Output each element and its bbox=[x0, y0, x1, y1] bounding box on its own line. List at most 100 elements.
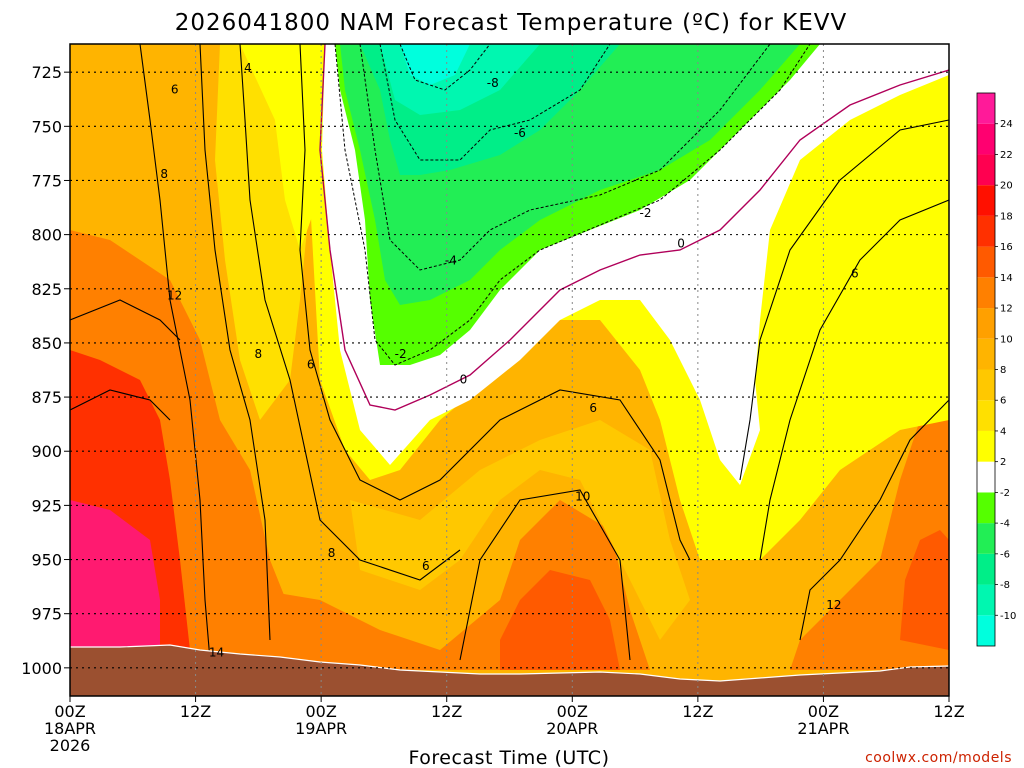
colorbar-segment bbox=[977, 430, 995, 462]
colorbar-label: 12 bbox=[1000, 304, 1013, 315]
sub-freezing-contours bbox=[334, 44, 811, 366]
x-axis-label: Forecast Time (UTC) bbox=[409, 747, 610, 768]
temperature-field bbox=[70, 44, 949, 696]
contour-line bbox=[299, 44, 691, 561]
x-tick-label: 00Z bbox=[54, 702, 85, 721]
contour-label: 6 bbox=[851, 267, 859, 281]
x-tick-label: 12Z bbox=[933, 702, 964, 721]
dashed-contour bbox=[359, 44, 771, 271]
contour-label: -8 bbox=[487, 76, 499, 90]
x-tick-label: 18APR bbox=[44, 719, 96, 738]
contour-line bbox=[759, 199, 949, 561]
colorbar-label: 20 bbox=[1000, 181, 1013, 192]
x-tick-label: 19APR bbox=[295, 719, 347, 738]
y-tick-label: 1000 bbox=[21, 659, 62, 678]
colorbar-label: -2 bbox=[1000, 488, 1010, 499]
contour-line bbox=[70, 299, 181, 341]
credit-text: coolwx.com/models bbox=[865, 750, 1012, 766]
colorbar-segment bbox=[977, 492, 995, 524]
y-tick-label: 875 bbox=[31, 388, 62, 407]
contour-line bbox=[199, 44, 271, 641]
contour-label: 8 bbox=[328, 546, 336, 560]
field-hot-bottom bbox=[500, 570, 620, 670]
colorbar-label: 10 bbox=[1000, 334, 1013, 345]
y-tick-label: 725 bbox=[31, 63, 62, 82]
colorbar-label: 8 bbox=[1000, 365, 1006, 376]
contour-lines bbox=[70, 44, 949, 661]
ground-terrain bbox=[70, 645, 949, 696]
contour-line bbox=[459, 489, 631, 661]
contour-label: 12 bbox=[167, 288, 182, 302]
contour-label: 6 bbox=[171, 82, 179, 96]
colorbar-label: 14 bbox=[1000, 273, 1013, 284]
contour-label: 4 bbox=[244, 61, 252, 75]
contour-line bbox=[139, 44, 211, 661]
colorbar-label: 16 bbox=[1000, 242, 1013, 253]
contour-label: -2 bbox=[395, 347, 407, 361]
colorbar-segment bbox=[977, 123, 995, 155]
contour-label: 14 bbox=[209, 646, 224, 660]
x-tick-label: 20APR bbox=[546, 719, 598, 738]
y-tick-label: 975 bbox=[31, 605, 62, 624]
colorbar-label: 6 bbox=[1000, 396, 1006, 407]
contour-label: -6 bbox=[514, 126, 526, 140]
colorbar-label: 22 bbox=[1000, 150, 1013, 161]
colorbar-segment bbox=[977, 308, 995, 339]
grid-lines bbox=[70, 44, 949, 696]
contour-label: 0 bbox=[677, 236, 685, 250]
y-tick-label: 800 bbox=[31, 226, 62, 245]
y-tick-label: 850 bbox=[31, 334, 62, 353]
colorbar-segment bbox=[977, 93, 995, 124]
y-axis: 725 750 775 800 825 850 875 900 925 950 975 1000 bbox=[21, 63, 70, 678]
colorbar-segment bbox=[977, 584, 995, 616]
colorbar-label: 2 bbox=[1000, 457, 1006, 468]
colorbar-label: 4 bbox=[1000, 426, 1006, 437]
contour-label: 0 bbox=[460, 373, 468, 387]
chart-title: 2026041800 NAM Forecast Temperature (ºC)… bbox=[175, 10, 848, 36]
field-light-orange-mid bbox=[350, 420, 690, 640]
contour-label: 6 bbox=[422, 559, 430, 573]
contour-label: 6 bbox=[307, 358, 315, 372]
field-coldest-core bbox=[400, 44, 470, 85]
plot-frame bbox=[69, 43, 950, 697]
colorbar-segment bbox=[977, 277, 995, 309]
colorbar-segment bbox=[977, 246, 995, 278]
y-tick-label: 775 bbox=[31, 171, 62, 190]
x-tick-label: 00Z bbox=[557, 702, 588, 721]
contour-label: 10 bbox=[575, 490, 590, 504]
contour-label: -4 bbox=[445, 254, 457, 268]
x-tick-label: 12Z bbox=[180, 702, 211, 721]
colorbar-segment bbox=[977, 461, 995, 493]
contour-label: -2 bbox=[640, 206, 652, 220]
x-tick-label: 00Z bbox=[305, 702, 336, 721]
x-tick-label: 21APR bbox=[797, 719, 849, 738]
colorbar-label: 24 bbox=[1000, 119, 1013, 130]
colorbar-segment bbox=[977, 523, 995, 554]
contour-line bbox=[739, 119, 949, 481]
y-tick-label: 925 bbox=[31, 496, 62, 515]
ground-edge bbox=[70, 644, 950, 682]
colorbar-segment bbox=[977, 369, 995, 401]
x-tick-label: 00Z bbox=[808, 702, 839, 721]
field-hot-right bbox=[900, 530, 949, 650]
colorbar-segment bbox=[977, 553, 995, 585]
colorbar-segment bbox=[977, 400, 995, 431]
contour-label: 6 bbox=[589, 401, 597, 415]
y-tick-label: 950 bbox=[31, 551, 62, 570]
y-tick-label: 900 bbox=[31, 442, 62, 461]
contour-line bbox=[239, 44, 461, 581]
colorbar-label: -4 bbox=[1000, 519, 1010, 530]
x-tick-label: 2026 bbox=[50, 736, 91, 755]
contour-line bbox=[70, 389, 171, 421]
colorbar-label: 18 bbox=[1000, 211, 1013, 222]
y-tick-label: 750 bbox=[31, 117, 62, 136]
colorbar-label: -10 bbox=[1000, 611, 1016, 622]
colorbar-segment bbox=[977, 615, 995, 646]
dashed-contour bbox=[379, 44, 611, 161]
contour-labels: -8 -6 -2 -4 -2 0 0 4 6 8 12 8 6 6 6 10 8 6 12 14 bbox=[160, 61, 858, 660]
field-hottest-left bbox=[70, 500, 160, 650]
contour-label: 8 bbox=[255, 347, 263, 361]
colorbar-label: -8 bbox=[1000, 580, 1010, 591]
